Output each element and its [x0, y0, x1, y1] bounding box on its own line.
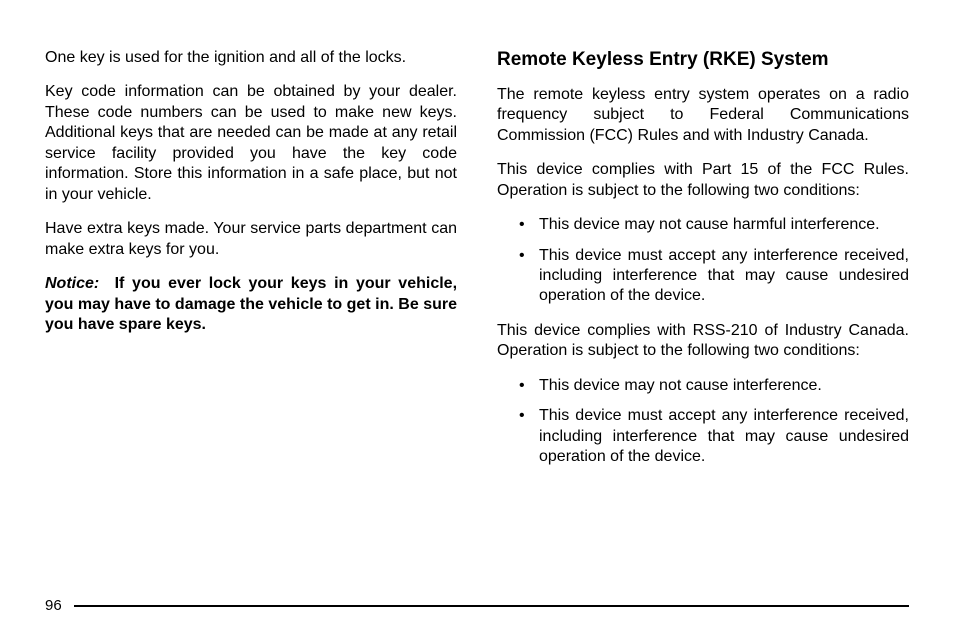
- page-footer: 96: [45, 597, 909, 614]
- section-heading: Remote Keyless Entry (RKE) System: [497, 48, 909, 73]
- notice-body: If you ever lock your keys in your vehic…: [45, 275, 457, 333]
- right-column: Remote Keyless Entry (RKE) System The re…: [497, 48, 909, 482]
- body-paragraph: One key is used for the ignition and all…: [45, 48, 457, 68]
- list-item: This device must accept any interference…: [497, 246, 909, 307]
- list-item: This device may not cause harmful interf…: [497, 215, 909, 235]
- page-columns: One key is used for the ignition and all…: [45, 48, 909, 482]
- bullet-list: This device may not cause interference. …: [497, 376, 909, 468]
- body-paragraph: This device complies with Part 15 of the…: [497, 160, 909, 201]
- list-item: This device may not cause interference.: [497, 376, 909, 396]
- body-paragraph: The remote keyless entry system operates…: [497, 85, 909, 146]
- notice-label: Notice:: [45, 275, 99, 292]
- body-paragraph: Have extra keys made. Your service parts…: [45, 219, 457, 260]
- body-paragraph: This device complies with RSS-210 of Ind…: [497, 321, 909, 362]
- footer-rule: [74, 605, 909, 607]
- bullet-list: This device may not cause harmful interf…: [497, 215, 909, 307]
- notice-paragraph: Notice: If you ever lock your keys in yo…: [45, 274, 457, 335]
- page-number: 96: [45, 597, 62, 614]
- list-item: This device must accept any interference…: [497, 406, 909, 467]
- left-column: One key is used for the ignition and all…: [45, 48, 457, 482]
- body-paragraph: Key code information can be obtained by …: [45, 82, 457, 205]
